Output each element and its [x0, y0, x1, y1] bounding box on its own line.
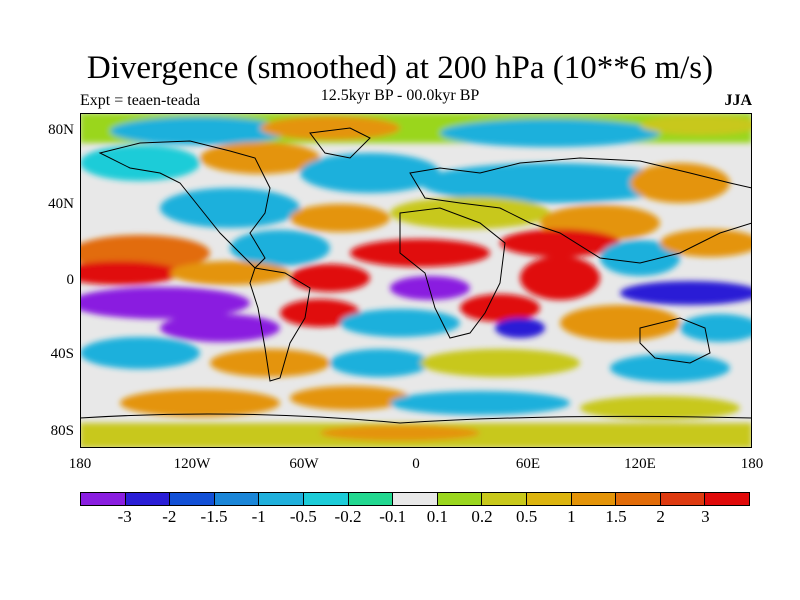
field-blob [160, 188, 300, 228]
colorbar-label: 2 [656, 507, 665, 526]
coastline-north-america [98, 140, 271, 269]
colorbar-label: -1.5 [200, 507, 228, 526]
experiment-label: Expt = teaen-teada [80, 92, 201, 109]
x-tick-60e: 60E [515, 456, 541, 472]
x-tick-0: 0 [412, 456, 420, 472]
field-blob [420, 163, 680, 203]
colorbar-label: -3 [117, 507, 132, 526]
colorbar-label: -2 [162, 507, 177, 526]
coastline-africa [399, 207, 506, 339]
field-blob [560, 305, 680, 341]
x-tick-180e: 180 [740, 456, 764, 472]
field-blob [620, 281, 752, 305]
colorbar-segment [660, 493, 706, 505]
map-svg [80, 113, 752, 448]
field-blob [80, 287, 250, 319]
colorbar-label: 1.5 [605, 507, 627, 526]
colorbar-label: 0.5 [516, 507, 538, 526]
coastlines [80, 127, 752, 424]
colorbar-label: 1 [567, 507, 576, 526]
field-blob [340, 309, 460, 337]
y-tick-80s: 80S [50, 423, 74, 439]
field-blob [170, 261, 290, 285]
field-blob [390, 197, 550, 229]
divergence-map [80, 113, 752, 448]
coastline-antarctica [80, 413, 752, 424]
season-label: JJA [724, 92, 752, 109]
colorbar-segment [437, 493, 483, 505]
field-blob [120, 389, 280, 417]
colorbar-segment [393, 493, 438, 505]
field-blob [330, 349, 430, 377]
coastline-eurasia [409, 157, 752, 264]
colorbar-segment [616, 493, 661, 505]
colorbar-label: 0.2 [471, 507, 493, 526]
y-tick-0: 0 [66, 272, 75, 288]
field-blob [290, 204, 390, 232]
field-blob [390, 391, 570, 415]
field-blob [300, 153, 440, 193]
field-blob [80, 261, 180, 285]
field-blob [680, 314, 752, 342]
map-frame [80, 113, 752, 448]
colorbar-label: 0.1 [426, 507, 448, 526]
field-blob [420, 349, 580, 377]
colorbar-label: 3 [701, 507, 710, 526]
field-blob [610, 354, 730, 382]
colorbar-segment [526, 493, 572, 505]
y-tick-40s: 40S [50, 346, 74, 362]
colorbar-label: -0.5 [289, 507, 317, 526]
colorbar-segment [303, 493, 349, 505]
colorbar-segment [81, 493, 126, 505]
field-blob [495, 318, 545, 338]
period-label: 12.5kyr BP - 00.0kyr BP [320, 87, 480, 104]
x-tick-60w: 60W [289, 456, 319, 472]
x-tick-120w: 120W [173, 456, 211, 472]
field-blob [290, 386, 410, 410]
colorbar-segment [705, 493, 749, 505]
field-blob [520, 256, 600, 300]
colorbar-segment [482, 493, 527, 505]
field-blob [390, 276, 470, 300]
colorbar [80, 492, 750, 506]
field-blob [160, 314, 280, 342]
field-blob [500, 229, 620, 257]
chart-title: Divergence (smoothed) at 200 hPa (10**6 … [86, 50, 714, 86]
colorbar-label: -0.1 [379, 507, 407, 526]
colorbar-segment [259, 493, 304, 505]
field-blob [320, 425, 480, 441]
field-blob [80, 145, 200, 181]
colorbar-segment [348, 493, 394, 505]
field-blob [280, 299, 360, 327]
colorbar-segment [170, 493, 215, 505]
x-tick-180w: 180 [68, 456, 92, 472]
field-blob [290, 264, 370, 292]
field-blob [210, 349, 330, 377]
field-blob [230, 230, 330, 266]
x-tick-120e: 120E [624, 456, 656, 472]
field-blob [460, 294, 540, 322]
divergence-field [80, 113, 752, 448]
coastline-australia [639, 317, 711, 364]
colorbar-segment [214, 493, 260, 505]
field-blob [110, 117, 290, 145]
field-blob [580, 396, 740, 420]
field-blob [200, 142, 320, 174]
colorbar-label: -0.2 [334, 507, 362, 526]
coastline-greenland [309, 127, 371, 159]
colorbar-label: -1 [251, 507, 266, 526]
field-blob [80, 337, 200, 369]
coastline-south-america [249, 267, 311, 382]
colorbar-segment [571, 493, 617, 505]
colorbar-segment [125, 493, 171, 505]
field-blob [630, 163, 730, 203]
y-tick-80n: 80N [48, 122, 74, 138]
y-tick-40n: 40N [48, 196, 74, 212]
field-blob [350, 239, 490, 267]
field-blob [440, 119, 660, 147]
field-blob [640, 115, 752, 135]
field-blob [600, 240, 680, 276]
field-blob [260, 116, 400, 140]
field-blob [660, 229, 752, 257]
